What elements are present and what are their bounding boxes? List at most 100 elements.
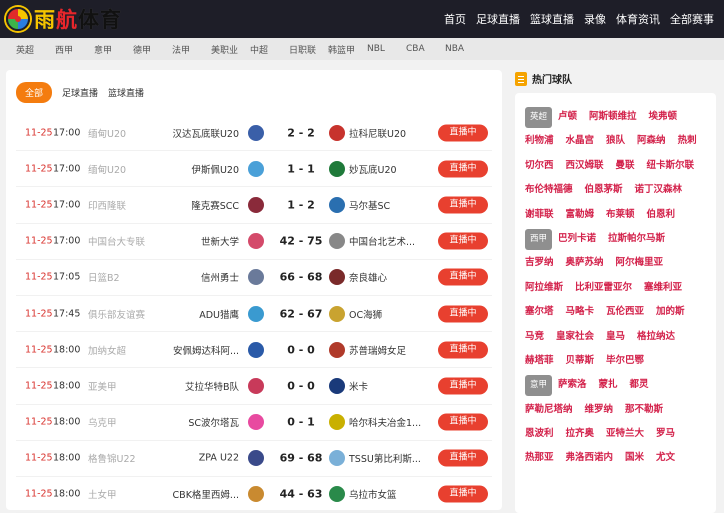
team-link[interactable]: 奥萨苏纳 bbox=[565, 257, 604, 269]
live-button[interactable]: 直播中 bbox=[438, 160, 488, 178]
team-link[interactable]: 阿斯顿维拉 bbox=[589, 111, 637, 122]
league-link[interactable]: 韩篮甲 bbox=[328, 45, 356, 56]
home-team[interactable]: 艾拉华特B队 bbox=[184, 381, 239, 393]
team-link[interactable]: 布莱顿 bbox=[606, 208, 635, 220]
match-league[interactable]: 俱乐部友谊赛 bbox=[88, 309, 146, 321]
home-team[interactable]: 信州勇士 bbox=[200, 273, 239, 285]
league-link[interactable]: 英超 bbox=[16, 45, 35, 56]
live-button[interactable]: 直播中 bbox=[438, 377, 488, 395]
nav-item[interactable]: 体育资讯 bbox=[616, 13, 660, 26]
team-link[interactable]: 阿尔梅里亚 bbox=[615, 257, 664, 269]
tab-2[interactable]: 篮球直播 bbox=[108, 89, 145, 99]
home-team[interactable]: 隆克赛SCC bbox=[191, 200, 239, 212]
league-badge[interactable]: 英超 bbox=[525, 106, 553, 128]
team-link[interactable]: 狼队 bbox=[606, 135, 626, 147]
nav-item[interactable]: 录像 bbox=[584, 13, 606, 26]
league-link[interactable]: 中超 bbox=[250, 45, 269, 56]
home-team[interactable]: ZPA U22 bbox=[198, 452, 239, 464]
match-league[interactable]: 缅甸U20 bbox=[88, 128, 127, 140]
team-link[interactable]: 吉罗纳 bbox=[525, 257, 554, 269]
home-team[interactable]: SC波尔塔瓦 bbox=[188, 418, 239, 430]
team-link[interactable]: 富勒姆 bbox=[565, 208, 595, 220]
team-link[interactable]: 那不勒斯 bbox=[625, 403, 664, 415]
league-link[interactable]: CBA bbox=[406, 44, 425, 54]
team-link[interactable]: 皇家社会 bbox=[556, 330, 595, 342]
team-link[interactable]: 塞尔塔 bbox=[525, 306, 554, 318]
team-link[interactable]: 贝蒂斯 bbox=[565, 354, 595, 366]
team-link[interactable]: 诺丁汉森林 bbox=[634, 184, 683, 196]
team-link[interactable]: 弗洛西诺内 bbox=[565, 452, 614, 464]
team-link[interactable]: 阿拉维斯 bbox=[525, 281, 564, 293]
league-link[interactable]: NBA bbox=[445, 44, 465, 54]
team-link[interactable]: 比利亚雷亚尔 bbox=[575, 281, 633, 293]
team-link[interactable]: 亚特兰大 bbox=[606, 428, 645, 440]
match-row[interactable]: 11-25 17:00 缅甸U20 汉达瓦底联U20 2 - 2 拉科尼联U20 直播中 bbox=[16, 115, 492, 152]
home-team[interactable]: 安佩姆达科阿... bbox=[172, 345, 239, 357]
match-row[interactable]: 11-25 18:00 乌克甲 SC波尔塔瓦 0 - 1 哈尔科夫冶金1... 直播中 bbox=[16, 405, 492, 441]
match-row[interactable]: 11-25 17:00 中国台大专联 世新大学 42 - 75 中国台北艺术... 直播中 bbox=[16, 224, 492, 260]
league-link[interactable]: 法甲 bbox=[172, 45, 191, 56]
match-row[interactable]: 11-25 17:00 印西隆联 隆克赛SCC 1 - 2 马尔基SC 直播中 bbox=[16, 187, 492, 224]
home-team[interactable]: ADU猎鹰 bbox=[199, 309, 239, 321]
away-team[interactable]: 苏普瑞姆女足 bbox=[349, 345, 407, 357]
match-league[interactable]: 缅甸U20 bbox=[88, 164, 127, 176]
live-button[interactable]: 直播中 bbox=[438, 449, 488, 467]
live-button[interactable]: 直播中 bbox=[438, 268, 488, 286]
home-team[interactable]: 汉达瓦底联U20 bbox=[172, 128, 239, 140]
tab-1[interactable]: 足球直播 bbox=[62, 89, 99, 99]
away-team[interactable]: 中国台北艺术... bbox=[349, 237, 416, 249]
team-link[interactable]: 蒙扎 bbox=[598, 379, 618, 391]
league-badge[interactable]: 西甲 bbox=[525, 228, 553, 250]
team-link[interactable]: 巴列卡诺 bbox=[558, 232, 597, 244]
match-row[interactable]: 11-25 18:00 亚美甲 艾拉华特B队 0 - 0 米卡 直播中 bbox=[16, 368, 492, 405]
match-row[interactable]: 11-25 18:00 土女甲 CBK格里西姆... 44 - 63 乌拉市女篮 直播中 bbox=[16, 477, 492, 513]
team-link[interactable]: 谢菲联 bbox=[525, 208, 554, 220]
team-link[interactable]: 马略卡 bbox=[565, 306, 595, 318]
team-link[interactable]: 阿森纳 bbox=[637, 135, 666, 147]
away-team[interactable]: 哈尔科夫冶金1... bbox=[349, 418, 422, 430]
team-link[interactable]: 西汉姆联 bbox=[565, 159, 604, 171]
league-badge[interactable]: 意甲 bbox=[525, 374, 553, 396]
match-row[interactable]: 11-25 18:00 格鲁锦U22 ZPA U22 69 - 68 TSSU第比利斯..… bbox=[16, 441, 492, 477]
team-link[interactable]: 毕尔巴鄂 bbox=[606, 354, 645, 366]
league-link[interactable]: 西甲 bbox=[55, 45, 74, 56]
team-link[interactable]: 萨勒尼塔纳 bbox=[525, 403, 573, 415]
away-team[interactable]: 米卡 bbox=[349, 381, 369, 393]
match-row[interactable]: 11-25 17:00 缅甸U20 伊斯佩U20 1 - 1 妙瓦底U20 直播中 bbox=[16, 151, 492, 188]
tab-0[interactable]: 全部 bbox=[16, 82, 53, 103]
away-team[interactable]: TSSU第比利斯... bbox=[349, 454, 421, 466]
nav-item[interactable]: 首页 bbox=[444, 13, 466, 26]
team-link[interactable]: 尤文 bbox=[656, 452, 676, 464]
team-link[interactable]: 伯恩茅斯 bbox=[584, 184, 623, 196]
team-link[interactable]: 赫塔菲 bbox=[525, 354, 554, 366]
nav-item[interactable]: 足球直播 bbox=[476, 13, 520, 26]
team-link[interactable]: 热刺 bbox=[677, 135, 697, 147]
team-link[interactable]: 埃弗顿 bbox=[648, 111, 678, 122]
league-link[interactable]: 美职业 bbox=[211, 45, 239, 56]
site-logo[interactable]: 雨航体育 bbox=[6, 4, 122, 34]
match-row[interactable]: 11-25 17:45 俱乐部友谊赛 ADU猎鹰 62 - 67 OC海狮 直播中 bbox=[16, 296, 492, 333]
team-link[interactable]: 维罗纳 bbox=[584, 403, 614, 415]
live-button[interactable]: 直播中 bbox=[438, 485, 488, 503]
league-link[interactable]: 德甲 bbox=[133, 45, 152, 56]
live-button[interactable]: 直播中 bbox=[438, 305, 488, 323]
match-row[interactable]: 11-25 18:00 加纳女超 安佩姆达科阿... 0 - 0 苏普瑞姆女足 直播中 bbox=[16, 332, 492, 369]
team-link[interactable]: 卢顿 bbox=[558, 111, 578, 122]
live-button[interactable]: 直播中 bbox=[438, 196, 488, 214]
team-link[interactable]: 曼联 bbox=[615, 159, 635, 171]
team-link[interactable]: 热那亚 bbox=[525, 452, 554, 464]
team-link[interactable]: 塞维利亚 bbox=[644, 281, 683, 293]
live-button[interactable]: 直播中 bbox=[438, 124, 488, 142]
team-link[interactable]: 罗马 bbox=[656, 428, 676, 440]
nav-item[interactable]: 篮球直播 bbox=[530, 13, 574, 26]
team-link[interactable]: 拉齐奥 bbox=[565, 428, 595, 440]
team-link[interactable]: 布伦特福德 bbox=[525, 184, 573, 196]
match-row[interactable]: 11-25 17:05 日篮B2 信州勇士 66 - 68 奈良雄心 直播中 bbox=[16, 260, 492, 296]
home-team[interactable]: 世新大学 bbox=[200, 237, 239, 249]
away-team[interactable]: 奈良雄心 bbox=[349, 273, 388, 285]
away-team[interactable]: 拉科尼联U20 bbox=[349, 128, 407, 140]
team-link[interactable]: 格拉纳达 bbox=[637, 330, 676, 342]
match-league[interactable]: 乌克甲 bbox=[88, 418, 117, 430]
team-link[interactable]: 切尔西 bbox=[525, 159, 554, 171]
team-link[interactable]: 瓦伦西亚 bbox=[606, 306, 645, 318]
